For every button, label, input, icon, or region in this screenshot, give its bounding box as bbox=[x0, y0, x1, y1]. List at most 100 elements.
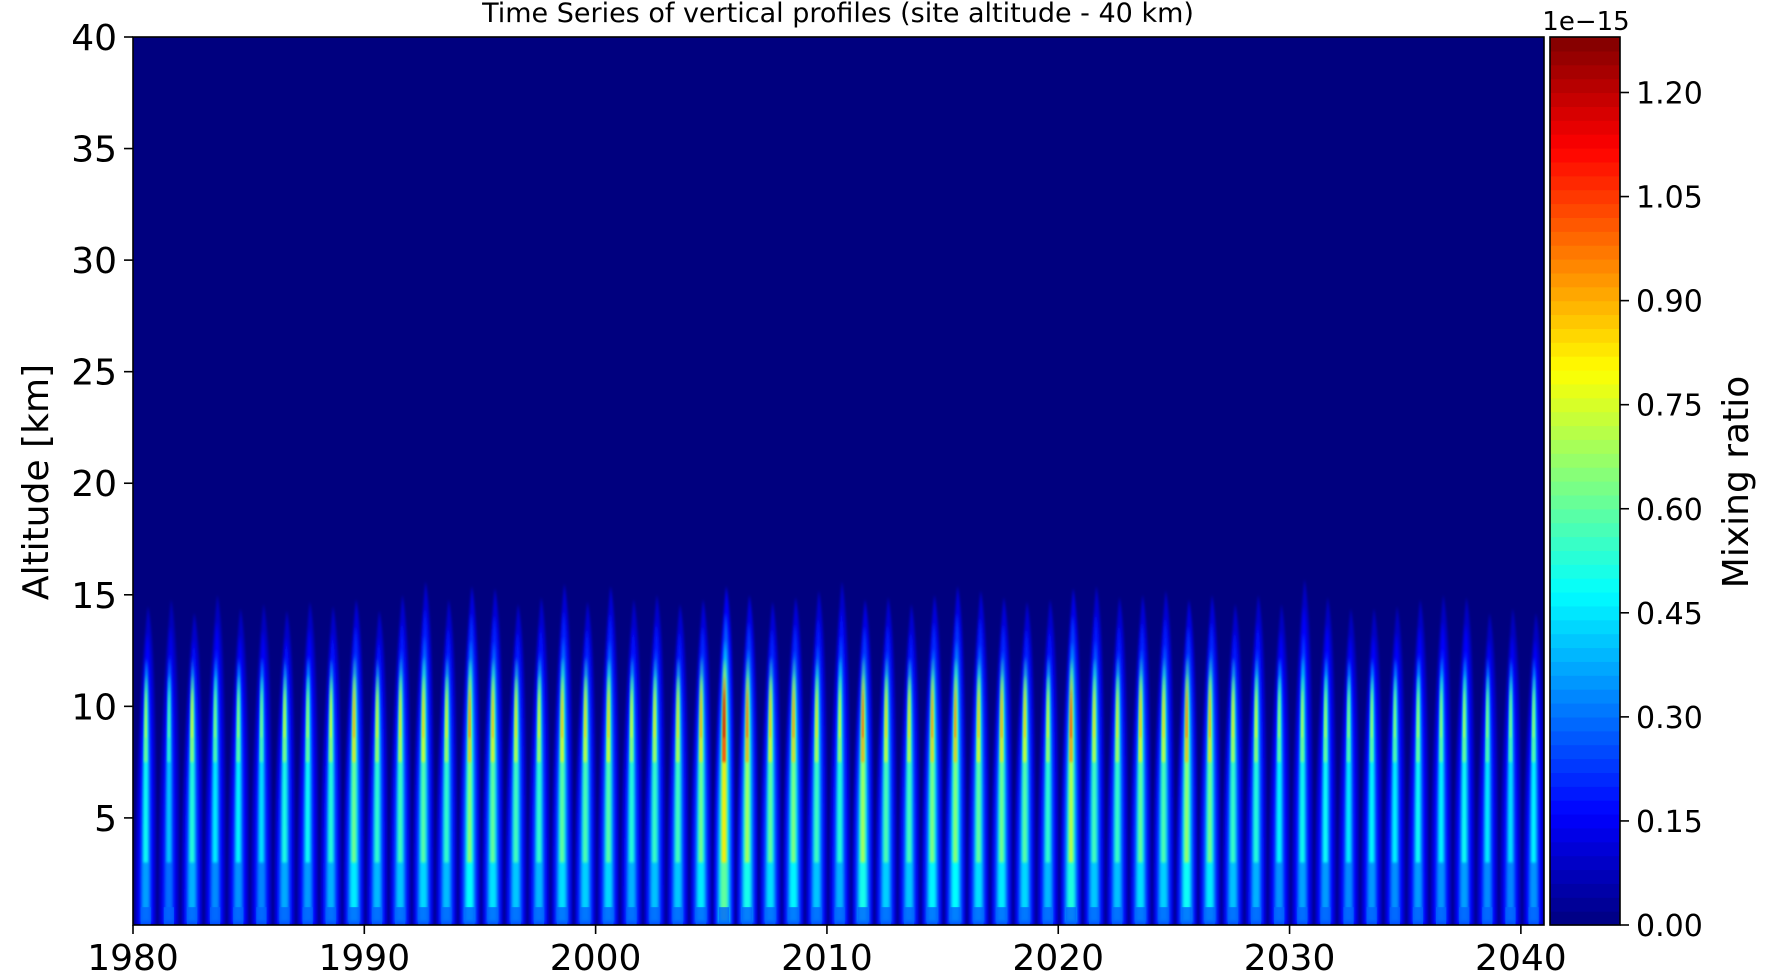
plume-base bbox=[441, 907, 452, 925]
plume-2030 bbox=[1291, 579, 1313, 925]
plume-contour bbox=[1486, 688, 1488, 738]
plume-2006 bbox=[736, 594, 758, 925]
colorbar-band bbox=[1550, 50, 1620, 66]
x-tick-label: 2000 bbox=[550, 938, 642, 979]
colorbar-tick-label: 0.75 bbox=[1636, 389, 1703, 424]
colorbar-band bbox=[1550, 522, 1620, 538]
colorbar-band bbox=[1550, 231, 1620, 246]
plume-1999 bbox=[574, 601, 596, 925]
plume-base bbox=[1459, 907, 1470, 925]
colorbar-band bbox=[1550, 633, 1620, 649]
plume-contour bbox=[630, 688, 633, 738]
plume-1997 bbox=[528, 597, 550, 925]
plume-base bbox=[302, 907, 313, 925]
plume-1996 bbox=[505, 603, 527, 925]
plume-2039 bbox=[1499, 608, 1522, 925]
colorbar-band bbox=[1550, 411, 1620, 427]
plume-base bbox=[325, 907, 336, 925]
plume-contour bbox=[1301, 688, 1303, 738]
plume-2020 bbox=[1060, 588, 1082, 925]
plume-base bbox=[1112, 907, 1123, 925]
colorbar-band bbox=[1550, 314, 1620, 329]
plume-contour bbox=[885, 688, 887, 738]
plume-contour bbox=[1024, 688, 1026, 738]
colorbar-band bbox=[1550, 342, 1620, 357]
plume-base bbox=[1227, 907, 1238, 925]
plume-2017 bbox=[990, 597, 1013, 925]
plume-base bbox=[533, 907, 545, 925]
colorbar-band bbox=[1550, 397, 1620, 413]
plume-1980 bbox=[135, 605, 157, 925]
plume-1995 bbox=[482, 588, 504, 925]
plot-area bbox=[132, 36, 1545, 926]
plume-contour bbox=[723, 688, 725, 738]
colorbar-band bbox=[1550, 272, 1620, 288]
plume-contour bbox=[1463, 688, 1465, 738]
y-tick-label: 15 bbox=[71, 576, 117, 617]
colorbar-band bbox=[1550, 508, 1620, 524]
plume-2037 bbox=[1453, 597, 1475, 925]
colorbar-band bbox=[1550, 370, 1620, 385]
plume-contour bbox=[1047, 688, 1049, 738]
plume-base bbox=[672, 907, 683, 925]
plume-base bbox=[464, 907, 475, 925]
plume-base bbox=[1389, 907, 1400, 925]
plume-base bbox=[1343, 907, 1354, 925]
plume-base bbox=[996, 907, 1007, 925]
plot-frame bbox=[132, 36, 1545, 926]
plume-contour bbox=[168, 688, 170, 738]
plume-contour bbox=[654, 688, 656, 738]
plume-base bbox=[1042, 907, 1053, 925]
plume-contour bbox=[792, 688, 794, 738]
plume-2016 bbox=[967, 590, 990, 925]
plume-base bbox=[626, 907, 637, 925]
plume-contour bbox=[1417, 688, 1419, 738]
colorbar-tick-label: 1.05 bbox=[1636, 181, 1703, 216]
plume-base bbox=[1320, 907, 1331, 925]
plume-base bbox=[1089, 907, 1100, 925]
plume-1984 bbox=[227, 608, 249, 925]
colorbar-axis: 0.00 0.15 0.30 0.45 0.60 0.75 0.90 1.05 1.20 bbox=[1620, 77, 1703, 944]
plume-1993 bbox=[435, 599, 458, 925]
colorbar-band bbox=[1550, 869, 1620, 884]
colorbar-band bbox=[1550, 453, 1620, 468]
colorbar-band bbox=[1550, 592, 1620, 607]
colorbar-band bbox=[1550, 106, 1620, 121]
colorbar-band bbox=[1550, 120, 1620, 135]
plume-2024 bbox=[1152, 590, 1175, 925]
plume-contour bbox=[1093, 688, 1095, 738]
y-tick-label: 10 bbox=[71, 687, 117, 728]
y-tick-label: 5 bbox=[94, 799, 117, 840]
plume-2018 bbox=[1014, 601, 1036, 925]
y-axis-label: Altitude [km] bbox=[16, 364, 57, 600]
colorbar-frame bbox=[1549, 36, 1621, 926]
plume-base bbox=[510, 907, 521, 925]
plume-base bbox=[1412, 907, 1424, 925]
plume-contour bbox=[1139, 688, 1141, 738]
plume-2026 bbox=[1199, 594, 1221, 925]
colorbar-band bbox=[1550, 800, 1620, 815]
colorbar-tick-label: 0.00 bbox=[1636, 909, 1703, 944]
plume-base bbox=[556, 907, 568, 925]
plume-contour bbox=[376, 688, 378, 738]
plume-base bbox=[1482, 907, 1493, 925]
colorbar-band bbox=[1550, 564, 1620, 579]
plume-contour bbox=[1394, 688, 1396, 738]
plume-contour bbox=[561, 688, 563, 738]
plume-2013 bbox=[898, 603, 920, 925]
plume-contour bbox=[191, 688, 193, 738]
colorbar-band bbox=[1550, 175, 1620, 191]
plume-contour bbox=[422, 688, 424, 738]
plume-2005 bbox=[713, 585, 735, 925]
colorbar-band bbox=[1550, 703, 1620, 718]
plume-1985 bbox=[250, 603, 273, 925]
plume-contour bbox=[1186, 688, 1188, 738]
plume-2022 bbox=[1106, 597, 1128, 925]
plume-base bbox=[880, 907, 892, 925]
plume-contour bbox=[1232, 688, 1234, 738]
plume-1987 bbox=[296, 601, 319, 925]
colorbar-band bbox=[1550, 439, 1620, 454]
x-axis: 1980 1990 2000 2010 2020 2030 2040 bbox=[87, 925, 1567, 979]
plume-1998 bbox=[551, 583, 573, 925]
plume-base bbox=[418, 907, 429, 925]
